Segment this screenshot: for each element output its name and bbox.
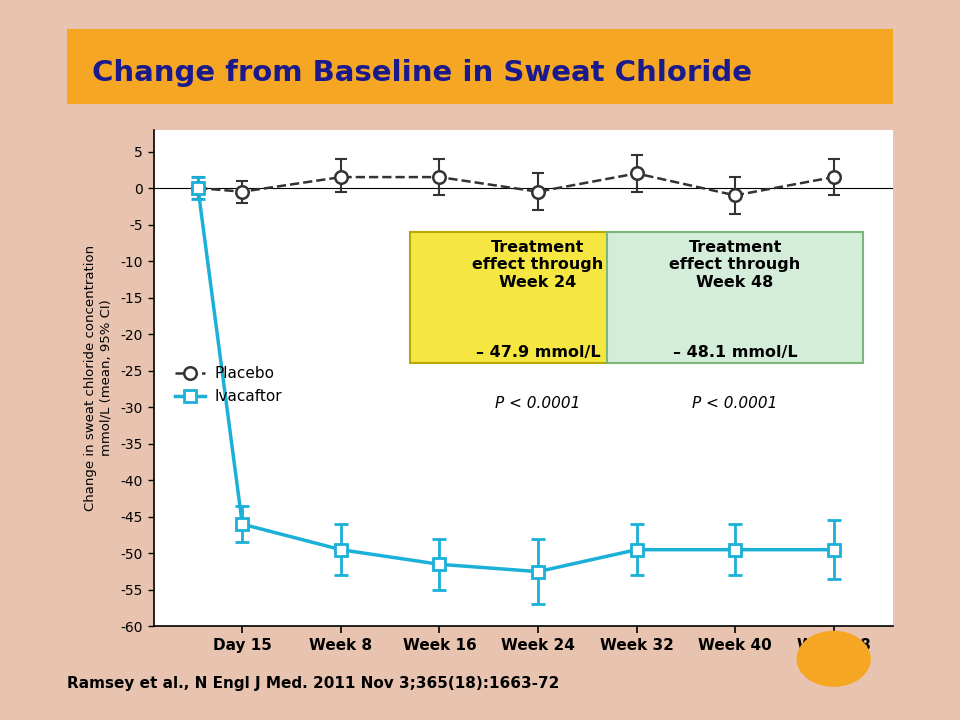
Text: P < 0.0001: P < 0.0001 [495, 396, 581, 411]
Y-axis label: Change in sweat chloride concentration
mmol/L (mean, 95% CI): Change in sweat chloride concentration m… [84, 245, 112, 511]
Text: Treatment
effect through
Week 24: Treatment effect through Week 24 [472, 240, 604, 289]
Text: – 47.9 mmol/L: – 47.9 mmol/L [475, 345, 600, 360]
Circle shape [797, 631, 870, 686]
Text: P < 0.0001: P < 0.0001 [692, 396, 778, 411]
Text: – 48.1 mmol/L: – 48.1 mmol/L [673, 345, 798, 360]
FancyBboxPatch shape [607, 232, 863, 364]
Text: Change from Baseline in Sweat Chloride: Change from Baseline in Sweat Chloride [92, 58, 752, 86]
Legend: Placebo, Ivacaftor: Placebo, Ivacaftor [169, 360, 288, 410]
Text: Ramsey et al., N Engl J Med. 2011 Nov 3;365(18):1663-72: Ramsey et al., N Engl J Med. 2011 Nov 3;… [67, 676, 560, 691]
Text: Treatment
effect through
Week 48: Treatment effect through Week 48 [669, 240, 801, 289]
FancyBboxPatch shape [410, 232, 666, 364]
